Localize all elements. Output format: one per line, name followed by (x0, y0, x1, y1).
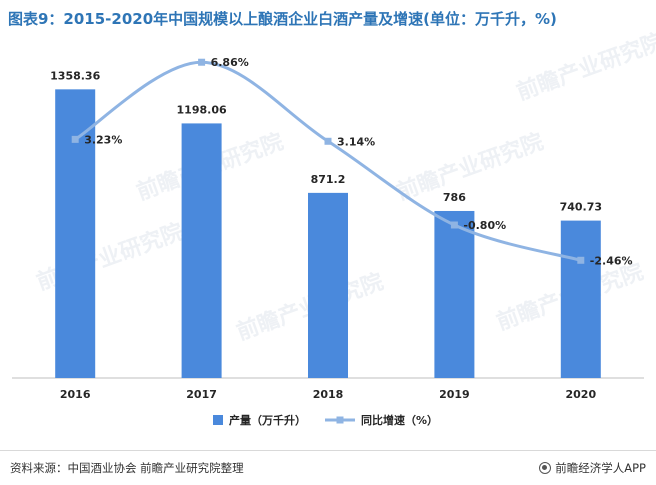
brand-logo-icon (539, 462, 552, 474)
legend-marker-growth (336, 416, 344, 424)
growth-point-2019 (450, 221, 458, 229)
bar-label-2019: 786 (443, 191, 466, 204)
growth-point-2020 (577, 256, 585, 264)
x-tick-2018: 2018 (313, 388, 344, 401)
brand-credit: 前瞻经济学人APP (539, 460, 646, 476)
legend-swatch-output (213, 415, 223, 425)
growth-label-2018: 3.14% (337, 135, 375, 148)
x-tick-2016: 2016 (60, 388, 91, 401)
x-tick-2019: 2019 (439, 388, 470, 401)
growth-point-2018 (324, 137, 332, 145)
growth-label-2016: 3.23% (84, 133, 122, 146)
growth-label-2019: -0.80% (463, 219, 506, 232)
bar-label-2018: 871.2 (311, 173, 346, 186)
bar-2020 (560, 220, 601, 378)
growth-point-2016 (71, 135, 79, 143)
bar-label-2020: 740.73 (560, 201, 602, 214)
watermark: 前瞻产业研究院 (513, 29, 656, 106)
bar-label-2016: 1358.36 (50, 69, 100, 82)
brand-name: 前瞻经济学人APP (555, 461, 646, 475)
x-tick-2020: 2020 (565, 388, 596, 401)
watermark: 前瞻产业研究院 (393, 129, 547, 206)
bar-2017 (181, 123, 222, 378)
bar-2018 (308, 192, 348, 378)
growth-label-2020: -2.46% (590, 254, 633, 267)
growth-label-2017: 6.86% (211, 56, 249, 69)
legend-label-output: 产量（万千升） (229, 413, 306, 427)
source-note: 资料来源：中国酒业协会 前瞻产业研究院整理 (10, 461, 244, 475)
footer-divider (0, 450, 656, 451)
legend-label-growth: 同比增速（%） (361, 413, 438, 427)
chart-title: 图表9：2015-2020年中国规模以上酿酒企业白酒产量及增速(单位：万千升，%… (8, 10, 557, 28)
growth-point-2017 (198, 58, 206, 66)
x-tick-2017: 2017 (186, 388, 217, 401)
bar-label-2017: 1198.06 (177, 103, 227, 116)
bar-2019 (434, 210, 475, 378)
